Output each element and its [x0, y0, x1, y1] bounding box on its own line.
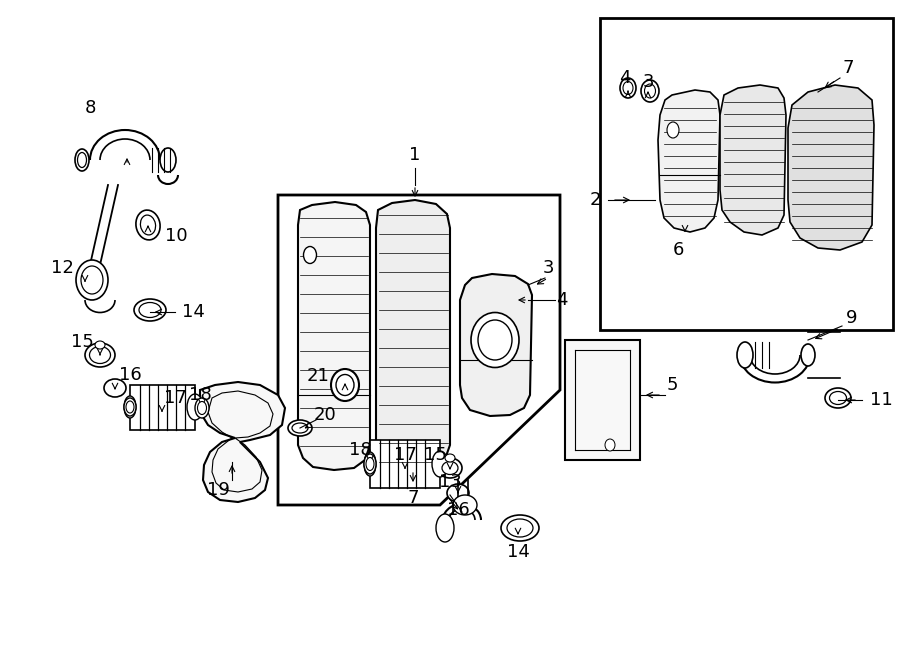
Polygon shape: [298, 202, 370, 470]
Ellipse shape: [501, 515, 539, 541]
Ellipse shape: [126, 401, 134, 413]
Text: 8: 8: [85, 99, 95, 117]
Ellipse shape: [187, 394, 203, 420]
Text: 1: 1: [410, 146, 420, 164]
Text: 16: 16: [119, 366, 141, 384]
Ellipse shape: [331, 369, 359, 401]
Text: 5: 5: [666, 376, 678, 394]
Ellipse shape: [140, 215, 156, 235]
Ellipse shape: [644, 84, 655, 98]
Ellipse shape: [667, 122, 679, 138]
Text: 18: 18: [189, 386, 212, 404]
Ellipse shape: [134, 299, 166, 321]
Ellipse shape: [507, 519, 533, 537]
Ellipse shape: [195, 398, 209, 418]
Ellipse shape: [139, 303, 161, 317]
Text: 16: 16: [446, 501, 470, 519]
Text: 17: 17: [393, 446, 417, 464]
Ellipse shape: [825, 388, 851, 408]
Ellipse shape: [436, 514, 454, 542]
Text: 21: 21: [307, 367, 329, 385]
Ellipse shape: [81, 266, 103, 294]
Polygon shape: [376, 200, 450, 472]
Text: 3: 3: [643, 73, 653, 91]
Polygon shape: [460, 274, 532, 416]
Ellipse shape: [197, 401, 206, 414]
Text: 12: 12: [50, 259, 74, 277]
Polygon shape: [200, 382, 285, 502]
Ellipse shape: [85, 343, 115, 367]
Polygon shape: [720, 85, 786, 235]
Polygon shape: [370, 440, 440, 488]
Ellipse shape: [471, 313, 519, 368]
Text: 13: 13: [438, 473, 462, 491]
Ellipse shape: [432, 451, 448, 477]
Ellipse shape: [364, 452, 376, 476]
Ellipse shape: [366, 457, 374, 471]
Text: 6: 6: [672, 241, 684, 259]
Polygon shape: [788, 85, 874, 250]
Text: 19: 19: [207, 481, 230, 499]
Text: 7: 7: [407, 489, 418, 507]
Text: 15: 15: [70, 333, 94, 351]
Ellipse shape: [364, 454, 376, 474]
Ellipse shape: [620, 78, 636, 98]
Ellipse shape: [89, 346, 111, 364]
Ellipse shape: [478, 320, 512, 360]
Text: 9: 9: [846, 309, 858, 327]
Text: 14: 14: [182, 303, 205, 321]
Ellipse shape: [104, 379, 126, 397]
Text: 2: 2: [590, 191, 601, 209]
Polygon shape: [565, 340, 640, 460]
Ellipse shape: [292, 423, 308, 433]
Ellipse shape: [445, 454, 455, 462]
Text: 14: 14: [507, 543, 529, 561]
Text: 15: 15: [424, 446, 446, 464]
Text: 17: 17: [164, 389, 186, 407]
Ellipse shape: [288, 420, 312, 436]
Text: 4: 4: [619, 69, 631, 87]
Ellipse shape: [303, 247, 317, 264]
Text: 20: 20: [313, 406, 337, 424]
Ellipse shape: [605, 439, 615, 451]
Polygon shape: [130, 385, 195, 430]
Ellipse shape: [77, 153, 86, 167]
Ellipse shape: [801, 344, 815, 366]
Polygon shape: [600, 18, 893, 330]
Text: 18: 18: [348, 441, 372, 459]
Ellipse shape: [136, 210, 160, 240]
Text: 11: 11: [870, 391, 893, 409]
Ellipse shape: [124, 398, 136, 416]
Ellipse shape: [160, 148, 176, 172]
Polygon shape: [658, 90, 720, 232]
Ellipse shape: [447, 484, 469, 502]
Ellipse shape: [438, 458, 462, 478]
Ellipse shape: [737, 342, 753, 368]
Ellipse shape: [124, 396, 136, 418]
Text: 4: 4: [556, 291, 568, 309]
Text: 10: 10: [165, 227, 187, 245]
Text: 3: 3: [542, 259, 554, 277]
Ellipse shape: [830, 391, 847, 405]
Ellipse shape: [641, 80, 659, 102]
Ellipse shape: [442, 461, 458, 475]
Ellipse shape: [95, 341, 105, 349]
Ellipse shape: [75, 149, 89, 171]
Ellipse shape: [76, 260, 108, 300]
Text: 7: 7: [842, 59, 854, 77]
Ellipse shape: [336, 375, 354, 395]
Ellipse shape: [453, 495, 477, 515]
Ellipse shape: [623, 81, 633, 95]
